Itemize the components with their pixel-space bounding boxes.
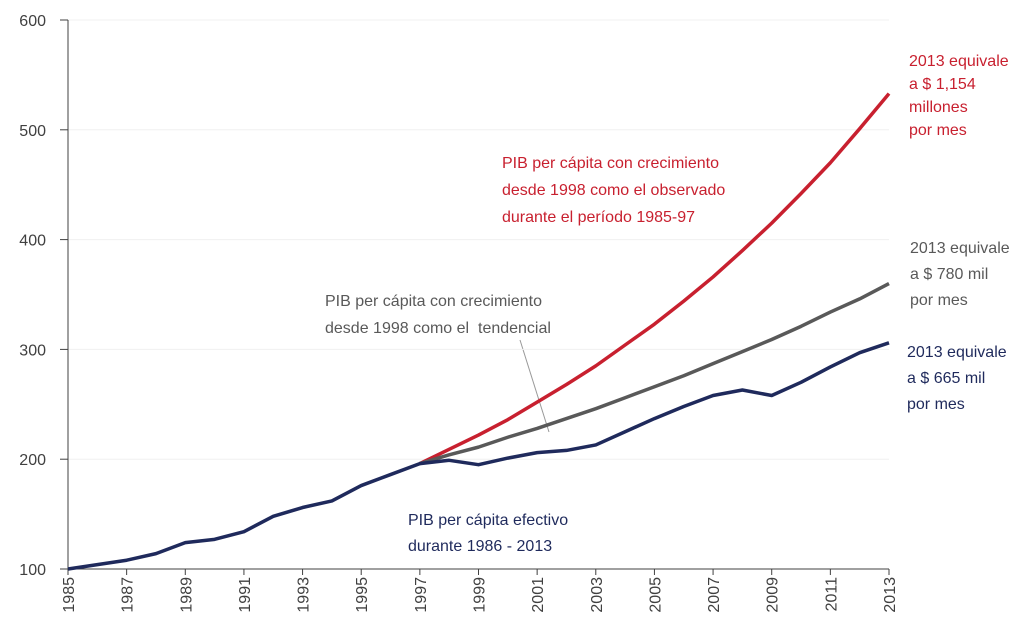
x-tick-label: 1995 <box>354 577 371 613</box>
x-tick-label: 2013 <box>882 577 899 613</box>
annotation: PIB per cápita con crecimiento <box>502 155 719 172</box>
y-tick-label: 400 <box>19 233 46 250</box>
series-line <box>67 341 890 571</box>
x-tick-label: 2003 <box>589 577 606 613</box>
x-tick-label: 1997 <box>413 577 430 613</box>
annotation: por mes <box>910 292 968 309</box>
y-tick-label: 500 <box>19 123 46 140</box>
annotation: desde 1998 como el observado <box>502 182 725 199</box>
annotation: 2013 equivale <box>909 53 1009 70</box>
x-tick-label: 1987 <box>120 577 137 613</box>
x-tick-label: 1993 <box>296 577 313 613</box>
y-tick-label: 600 <box>19 13 46 30</box>
x-tick-label: 2009 <box>765 577 782 613</box>
x-tick-label: 2001 <box>530 577 547 613</box>
annotation: 2013 equivale <box>907 344 1007 361</box>
x-tick-label: 2011 <box>823 577 840 612</box>
x-tick-label: 1989 <box>178 577 195 613</box>
y-tick-label: 200 <box>19 452 46 469</box>
x-tick-label: 2007 <box>706 577 723 613</box>
annotation: 2013 equivale <box>910 240 1010 257</box>
annotation: PIB per cápita con crecimiento <box>325 293 542 310</box>
x-tick-label: 1999 <box>472 577 489 613</box>
annotation: PIB per cápita efectivo <box>408 512 568 529</box>
annotation: millones <box>909 99 968 116</box>
series-line <box>419 281 890 466</box>
x-tick-label: 1991 <box>237 577 254 613</box>
annotation: por mes <box>907 396 965 413</box>
annotation: a $ 665 mil <box>907 370 985 387</box>
x-tick-label: 2005 <box>647 577 664 613</box>
annotation: a $ 1,154 <box>909 76 976 93</box>
annotation: por mes <box>909 122 967 139</box>
y-tick-label: 300 <box>19 342 46 359</box>
annotation: durante 1986 - 2013 <box>408 538 552 555</box>
leader-line <box>519 339 550 433</box>
x-tick-label: 1985 <box>61 577 78 613</box>
y-tick-label: 100 <box>19 562 46 579</box>
annotation: desde 1998 como el tendencial <box>325 320 551 337</box>
series-line <box>419 92 891 466</box>
annotation: durante el período 1985-97 <box>502 209 695 226</box>
annotation: a $ 780 mil <box>910 266 988 283</box>
